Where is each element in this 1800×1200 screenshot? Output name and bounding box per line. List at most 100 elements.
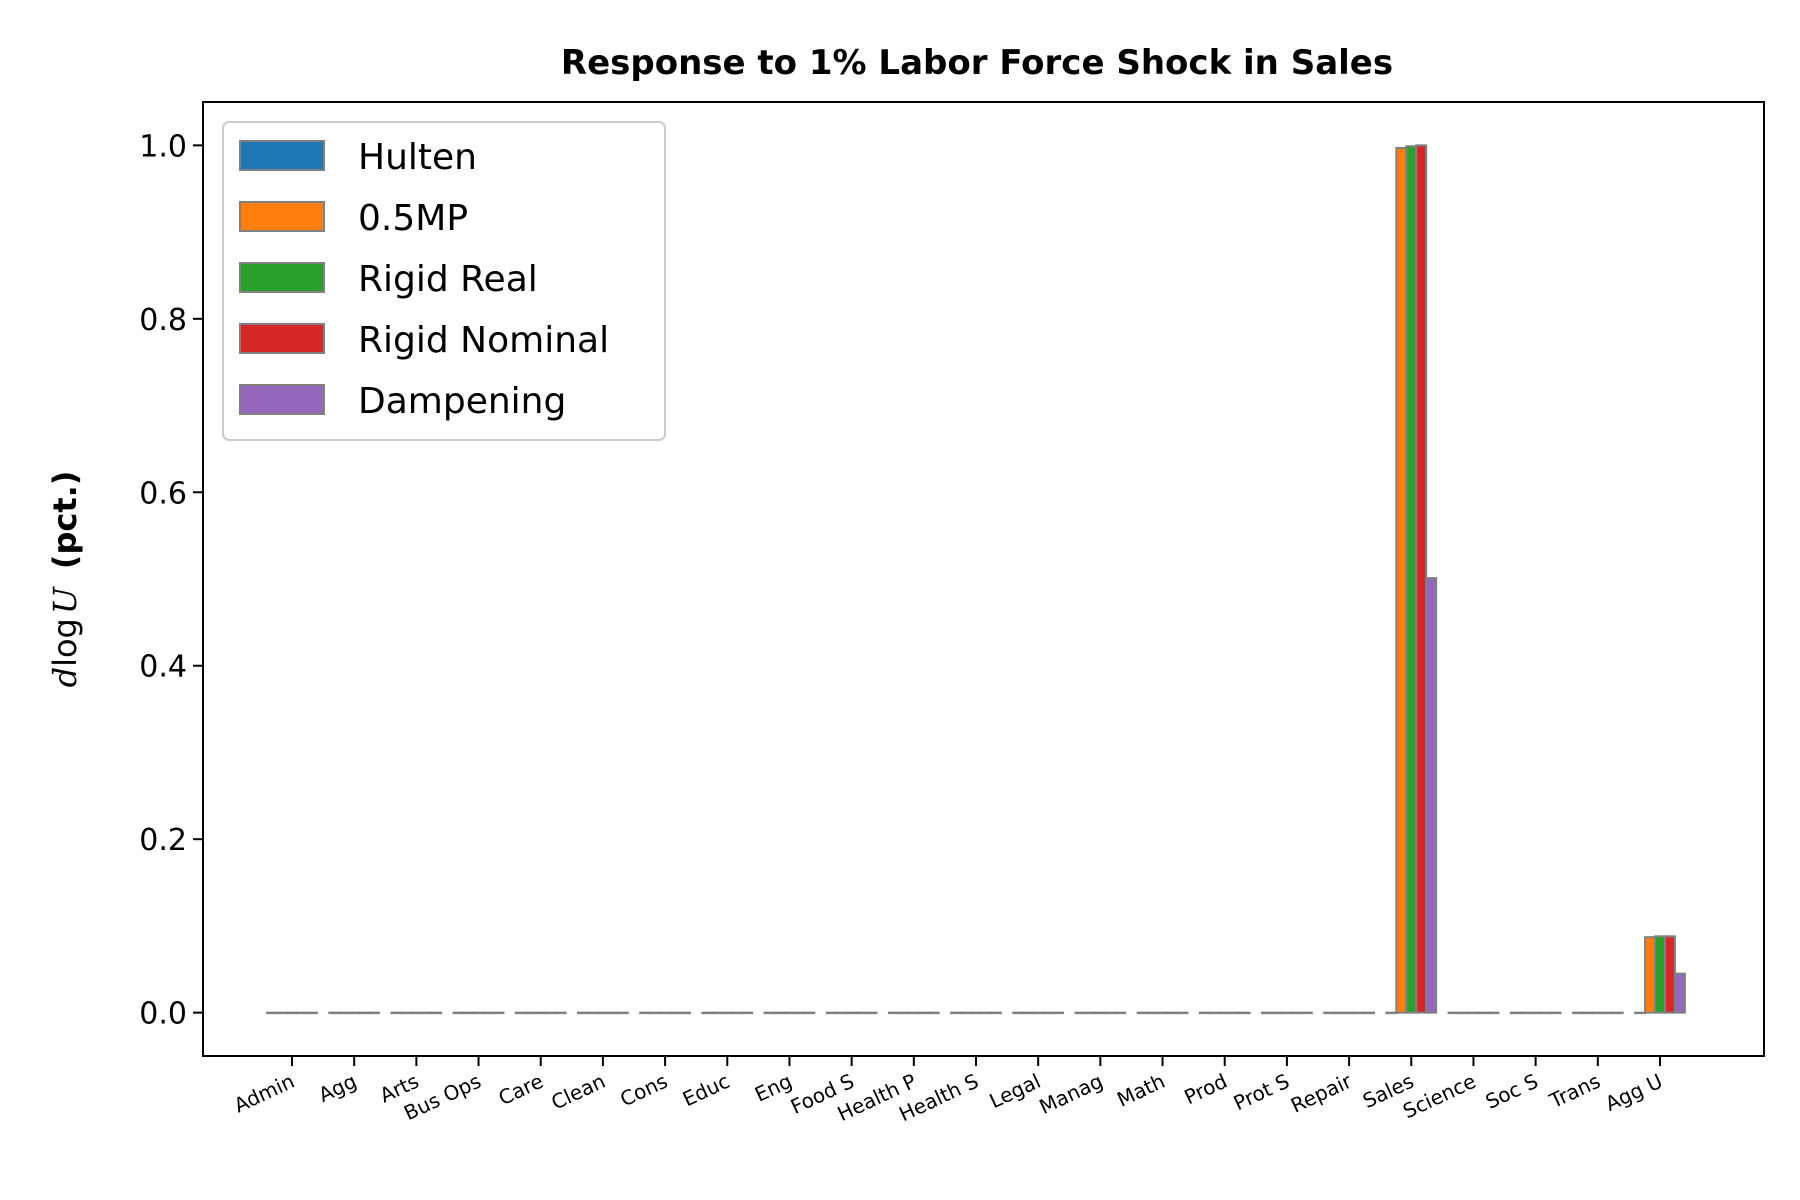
legend-swatch xyxy=(239,201,325,232)
y-tick-label: 0.4 xyxy=(139,650,187,685)
bar-dampening-cons xyxy=(679,1011,691,1015)
legend-swatch xyxy=(239,262,325,293)
bar-dampening-food-s xyxy=(865,1011,878,1015)
bar-rigid-nominal-health-s xyxy=(979,1011,992,1015)
plot-frame xyxy=(202,101,1765,1057)
y-tick-label: 0.8 xyxy=(139,303,187,338)
bar-0-5mp-health-p xyxy=(897,1011,910,1015)
bar-0-5mp-repair xyxy=(1333,1011,1346,1015)
bar-dampening-health-s xyxy=(989,1011,1002,1015)
x-tick-label: Soc S xyxy=(1482,1069,1542,1114)
bar-rigid-nominal-eng xyxy=(793,1011,806,1015)
bar-0-5mp-manag xyxy=(1084,1011,1097,1015)
bar-0-5mp-legal xyxy=(1022,1011,1035,1015)
bar-hulten-food-s xyxy=(825,1011,838,1015)
x-tick-label: Repair xyxy=(1287,1068,1356,1117)
bar-dampening-bus-ops xyxy=(492,1011,505,1015)
bar-hulten-agg-u xyxy=(1634,1011,1647,1015)
bar-rigid-nominal-food-s xyxy=(855,1011,868,1015)
bar-rigid-nominal-prot-s xyxy=(1290,1011,1303,1015)
bar-0-5mp-admin xyxy=(276,1011,289,1015)
bar-hulten-admin xyxy=(266,1011,279,1015)
bar-0-5mp-math xyxy=(1146,1011,1159,1015)
bar-rigid-nominal-repair xyxy=(1353,1011,1366,1015)
x-tick-label: Care xyxy=(495,1069,547,1110)
bar-0-5mp-sales xyxy=(1395,146,1408,1014)
x-tick-label: Cons xyxy=(616,1069,671,1112)
y-axis-label: dlogU(pct.) xyxy=(46,471,84,688)
bar-rigid-nominal-health-p xyxy=(917,1011,930,1015)
bar-dampening-science xyxy=(1487,1011,1500,1015)
legend-swatch xyxy=(239,384,325,415)
bar-rigid-nominal-cons xyxy=(669,1011,682,1015)
legend-label: Dampening xyxy=(358,381,566,422)
bar-rigid-nominal-prod xyxy=(1228,1011,1241,1015)
legend: Hulten 0.5MP Rigid Real Rigid Nominal Dampen… xyxy=(222,121,666,441)
x-tick-label: Trans xyxy=(1545,1069,1604,1114)
x-tick-label: Agg U xyxy=(1602,1069,1667,1116)
bar-hulten-math xyxy=(1136,1011,1149,1015)
y-tick-label: 0.0 xyxy=(139,997,187,1032)
bar-rigid-nominal-arts xyxy=(420,1011,433,1015)
y-tick-label: 0.6 xyxy=(139,476,187,511)
bar-0-5mp-care xyxy=(524,1011,537,1015)
bar-hulten-bus-ops xyxy=(452,1011,465,1015)
bar-dampening-sales xyxy=(1425,577,1438,1014)
bar-hulten-arts xyxy=(390,1011,403,1015)
bar-0-5mp-prod xyxy=(1208,1011,1221,1015)
bar-hulten-care xyxy=(514,1011,527,1015)
bar-dampening-clean xyxy=(616,1011,629,1015)
bar-dampening-eng xyxy=(803,1011,816,1015)
bar-rigid-real-soc-s xyxy=(1529,1011,1542,1015)
bar-rigid-nominal-admin xyxy=(295,1011,308,1015)
bar-rigid-nominal-agg-u xyxy=(1663,935,1676,1014)
bar-0-5mp-food-s xyxy=(835,1011,848,1015)
bar-rigid-real-agg-u xyxy=(1654,935,1666,1014)
bar-rigid-nominal-sales xyxy=(1415,144,1428,1014)
bar-dampening-soc-s xyxy=(1549,1011,1562,1015)
bar-rigid-nominal-science xyxy=(1477,1011,1490,1015)
bar-hulten-trans xyxy=(1571,1011,1584,1015)
x-tick-label: Agg xyxy=(315,1069,361,1107)
bar-rigid-real-care xyxy=(534,1011,547,1015)
bar-rigid-real-legal xyxy=(1032,1011,1045,1015)
bar-0-5mp-agg-u xyxy=(1644,936,1657,1014)
bar-hulten-eng xyxy=(763,1011,776,1015)
bar-rigid-nominal-clean xyxy=(606,1011,619,1015)
bar-dampening-agg xyxy=(368,1011,381,1015)
legend-swatch xyxy=(239,323,325,354)
chart-title: Response to 1% Labor Force Shock in Sale… xyxy=(561,43,1393,83)
legend-frame xyxy=(222,121,666,441)
bar-rigid-real-sales xyxy=(1405,145,1418,1014)
bar-rigid-real-prot-s xyxy=(1280,1011,1293,1015)
bar-hulten-prod xyxy=(1198,1011,1211,1015)
bar-dampening-repair xyxy=(1363,1011,1375,1015)
bar-dampening-care xyxy=(554,1011,567,1015)
bar-hulten-repair xyxy=(1323,1011,1336,1015)
bar-dampening-educ xyxy=(741,1011,754,1015)
y-axis: 0.0 0.2 0.4 0.6 0.8 1.0 xyxy=(139,129,203,1032)
bar-dampening-arts xyxy=(430,1011,443,1015)
bar-rigid-nominal-trans xyxy=(1601,1011,1614,1015)
bar-0-5mp-clean xyxy=(586,1011,599,1015)
bar-0-5mp-cons xyxy=(649,1011,662,1015)
y-tick-label: 1.0 xyxy=(139,129,187,164)
bar-rigid-real-repair xyxy=(1343,1011,1356,1015)
bar-dampening-prod xyxy=(1238,1011,1251,1015)
bar-hulten-science xyxy=(1447,1011,1460,1015)
bar-0-5mp-health-s xyxy=(960,1011,973,1015)
bar-hulten-clean xyxy=(577,1011,589,1015)
bar-rigid-nominal-legal xyxy=(1042,1011,1055,1015)
bar-rigid-real-manag xyxy=(1094,1011,1107,1015)
bar-0-5mp-bus-ops xyxy=(462,1011,475,1015)
bar-hulten-cons xyxy=(639,1011,652,1015)
bar-rigid-nominal-manag xyxy=(1104,1011,1117,1015)
bar-0-5mp-soc-s xyxy=(1519,1011,1532,1015)
legend-swatch xyxy=(239,140,325,171)
x-tick-label: Science xyxy=(1399,1069,1479,1124)
bar-rigid-real-trans xyxy=(1591,1011,1604,1015)
bar-dampening-health-p xyxy=(927,1011,940,1015)
bar-dampening-trans xyxy=(1611,1011,1624,1015)
